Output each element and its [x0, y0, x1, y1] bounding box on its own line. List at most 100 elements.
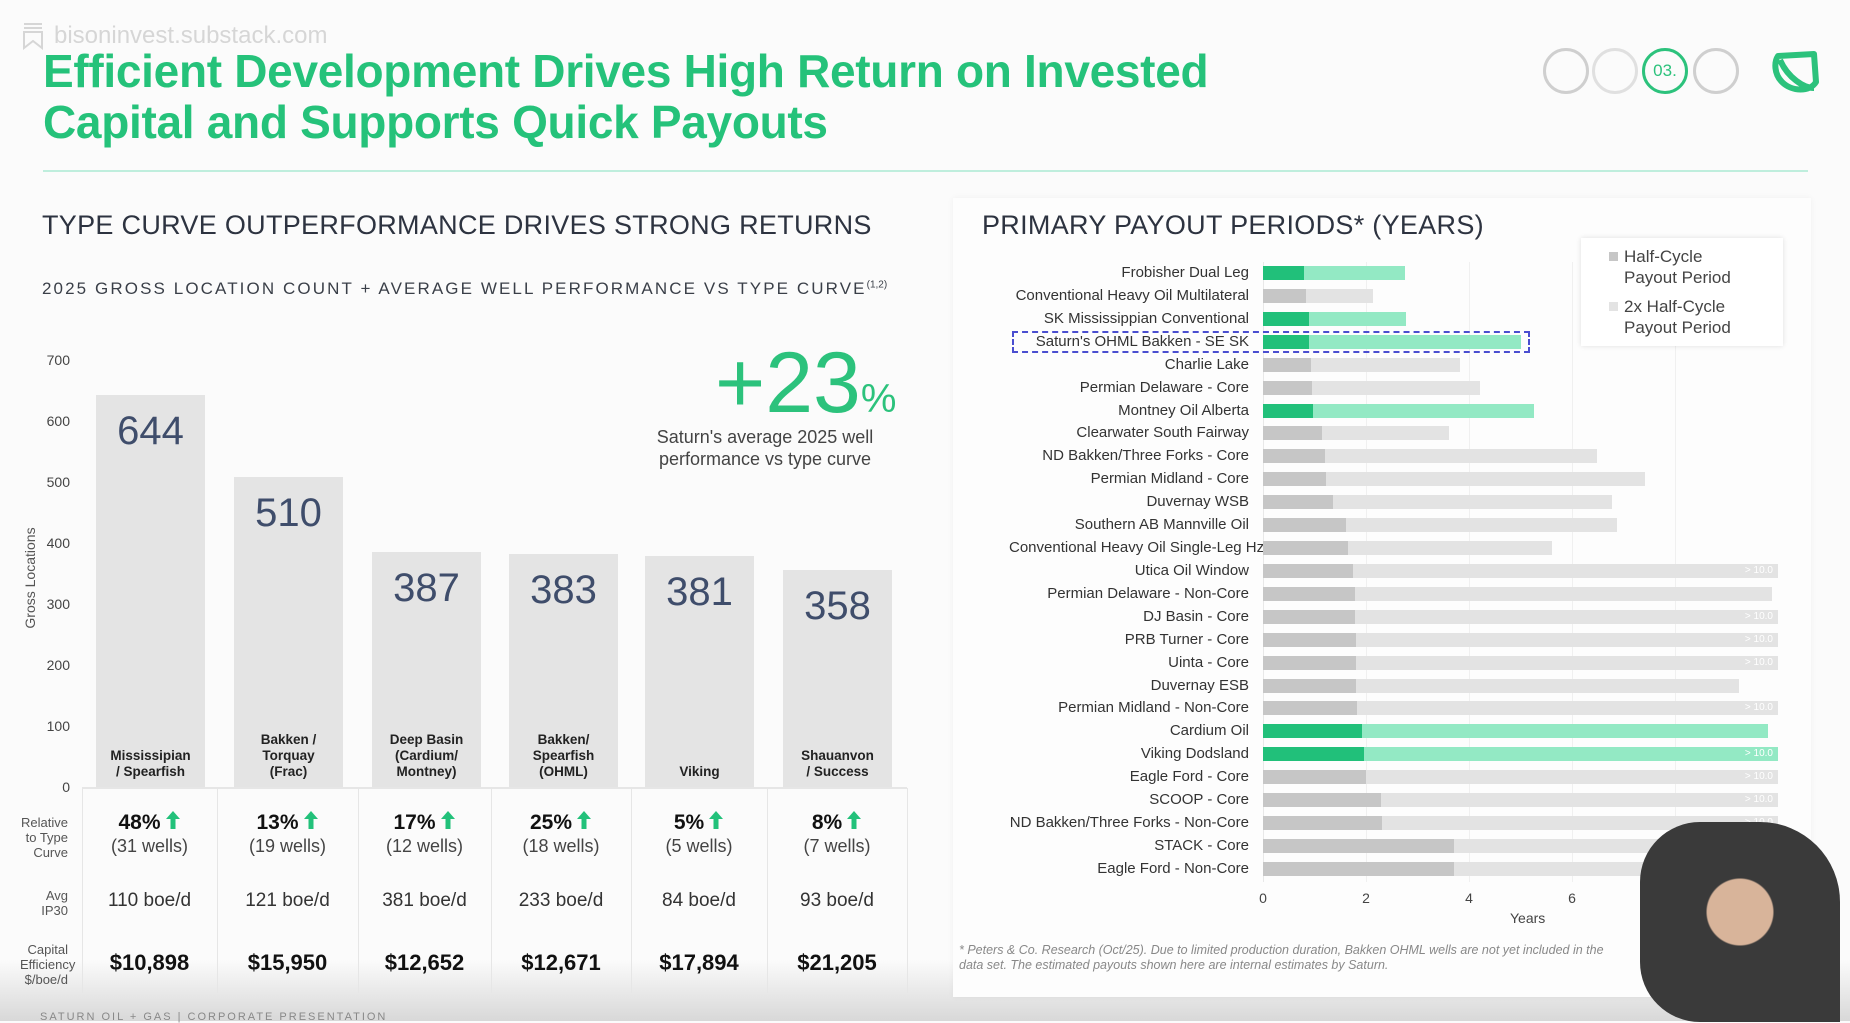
category-line: Montney): [396, 764, 457, 779]
bar-half-cycle: [1263, 724, 1362, 739]
capital-efficiency: $21,205: [797, 950, 877, 975]
bar-2x-half-cycle: [1263, 357, 1461, 372]
bar-half-cycle: [1263, 770, 1366, 785]
bar-2x-half-cycle: [1263, 632, 1778, 647]
saturn-logo-icon: [1770, 48, 1820, 101]
step-indicator-2[interactable]: [1592, 48, 1638, 94]
avg-ip30: 233 boe/d: [518, 890, 604, 911]
bar-half-cycle: [1263, 495, 1334, 510]
webcam-overlay: [1640, 822, 1840, 1022]
step-indicator-3[interactable]: 03.: [1642, 48, 1688, 94]
relative-performance: 17%: [358, 810, 491, 836]
bar: [783, 569, 892, 788]
bar-2x-half-cycle: [1263, 380, 1480, 395]
y-tick-label: 300: [46, 596, 70, 612]
right-section-heading: PRIMARY PAYOUT PERIODS* (YEARS): [982, 210, 1484, 240]
callout-number: +23: [715, 335, 861, 431]
capital-efficiency: $15,950: [247, 950, 328, 975]
bar-category-label: Mississipian / Spearfish: [96, 748, 205, 780]
column-divider: [217, 788, 218, 993]
over-ten-label: > 10.0: [1744, 564, 1773, 576]
x-axis-label: Years: [1510, 910, 1546, 926]
bar-half-cycle: [1263, 288, 1307, 303]
avg-ip30: 93 boe/d: [800, 890, 874, 911]
category-label: Viking Dodsland: [1140, 745, 1249, 763]
callout-value: +23%: [715, 340, 896, 442]
bar-2x-half-cycle: [1263, 678, 1739, 693]
category-line: (Frac): [269, 764, 308, 779]
percent-value: 48%: [118, 811, 161, 834]
bar-2x-half-cycle: [1263, 563, 1778, 578]
over-ten-label: > 10.0: [1744, 771, 1773, 783]
column-divider: [491, 788, 492, 993]
category-label: Duvernay WSB: [1146, 493, 1249, 511]
category-label: Conventional Heavy Oil Single-Leg Hz: [1009, 539, 1265, 557]
avg-ip30: 121 boe/d: [245, 890, 330, 911]
bar-2x-half-cycle: [1263, 724, 1769, 739]
column-divider: [767, 788, 768, 993]
page-title: Efficient Development Drives High Return…: [43, 46, 1209, 148]
category-line: Viking: [679, 764, 720, 779]
bar: [96, 395, 205, 788]
capital-efficiency: $10,898: [109, 950, 190, 975]
bar-2x-half-cycle: [1263, 586, 1772, 601]
subheading-text: 2025 GROSS LOCATION COUNT + AVERAGE WELL…: [42, 279, 867, 298]
bar-2x-half-cycle: [1263, 747, 1778, 762]
bar-half-cycle: [1263, 311, 1310, 326]
bar-2x-half-cycle: [1263, 449, 1597, 464]
title-line-2: Capital and Supports Quick Payouts: [43, 96, 828, 148]
bar-half-cycle: [1263, 334, 1310, 349]
bar-2x-half-cycle: [1263, 403, 1534, 418]
bar-value-label: 510: [255, 490, 322, 535]
bar-2x-half-cycle: [1263, 701, 1778, 716]
bar-half-cycle: [1263, 655, 1356, 670]
well-count: (31 wells): [110, 836, 189, 856]
bar-half-cycle: [1263, 816, 1383, 831]
y-tick-label: 500: [46, 474, 70, 490]
category-label: Uinta - Core: [1168, 653, 1249, 671]
legend-swatch: [1609, 252, 1618, 261]
bar-half-cycle: [1263, 701, 1358, 716]
arrow-up-icon: [846, 810, 862, 836]
category-label: ND Bakken/Three Forks - Non-Core: [1009, 814, 1249, 832]
category-line: (OHML): [539, 764, 588, 779]
category-label: Eagle Ford - Non-Core: [1097, 859, 1249, 877]
bar-value-label: 358: [804, 583, 871, 628]
bar-category-label: Shauanvon / Success: [783, 748, 892, 780]
column-divider: [907, 788, 908, 993]
y-tick-label: 100: [46, 718, 70, 734]
bar-2x-half-cycle: [1263, 518, 1617, 533]
callout-caption-line-1: Saturn's average 2025 well: [656, 427, 874, 447]
column-divider: [631, 788, 632, 993]
percent-value: 8%: [811, 811, 843, 834]
bar-half-cycle: [1263, 426, 1322, 441]
x-tick-label: 2: [1362, 890, 1370, 906]
bar-2x-half-cycle: [1263, 472, 1646, 487]
bar-half-cycle: [1263, 403, 1313, 418]
bar-half-cycle: [1263, 586, 1356, 601]
bar-2x-half-cycle: [1263, 495, 1612, 510]
bar-half-cycle: [1263, 266, 1305, 280]
bar-2x-half-cycle: [1263, 655, 1778, 670]
row-label-ip30: Avg IP30: [41, 888, 68, 918]
bar-category-label: Viking: [645, 764, 754, 780]
avg-ip30: 84 boe/d: [662, 890, 736, 911]
category-line: / Spearfish: [115, 764, 186, 779]
arrow-up-icon: [576, 810, 592, 836]
step-indicator-1[interactable]: [1543, 48, 1589, 94]
bar-half-cycle: [1263, 747, 1364, 762]
category-label: Frobisher Dual Leg: [1121, 264, 1249, 281]
table-top-border: [82, 787, 907, 789]
avg-ip30: 110 boe/d: [107, 890, 192, 911]
bar-half-cycle: [1263, 380, 1313, 395]
relative-performance: 13%: [217, 810, 358, 836]
category-label: Permian Midland - Non-Core: [1058, 699, 1249, 717]
step-indicator-4[interactable]: [1693, 48, 1739, 94]
bar-category-label: Bakken / Torquay (Frac): [234, 732, 343, 780]
bar-value-label: 387: [393, 565, 460, 610]
arrow-up-icon: [440, 810, 456, 836]
well-count: (12 wells): [385, 836, 464, 856]
category-label: ND Bakken/Three Forks - Core: [1042, 447, 1249, 465]
chart-legend: Half-Cycle Payout Period 2x Half-Cycle Pay…: [1581, 238, 1783, 346]
category-label: SCOOP - Core: [1149, 791, 1249, 809]
